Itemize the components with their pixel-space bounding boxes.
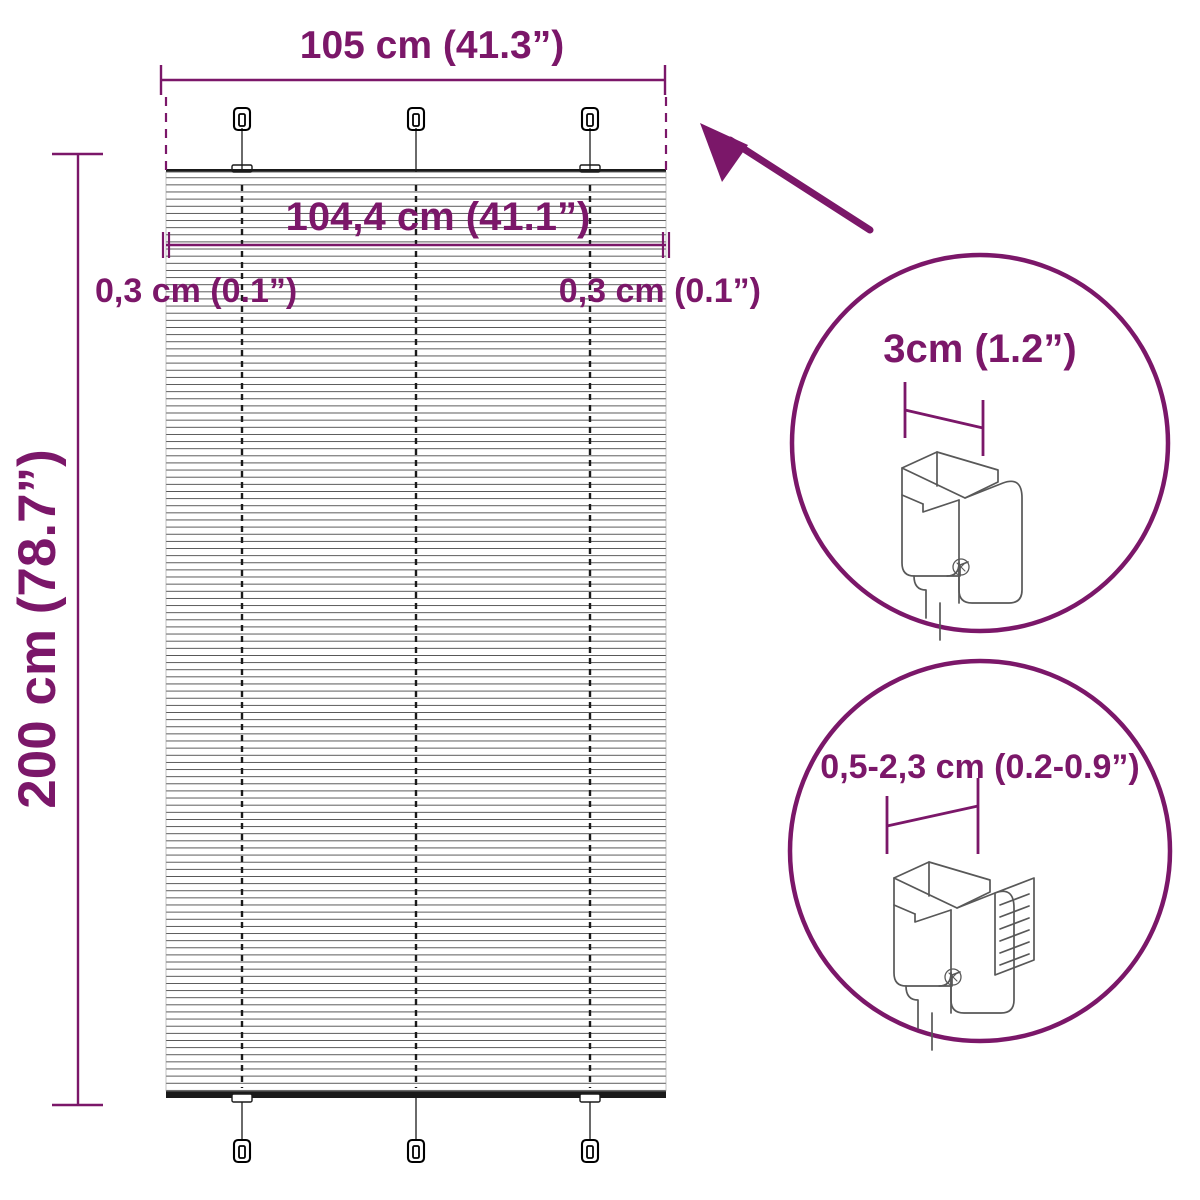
svg-text:105 cm (41.3”): 105 cm (41.3”) <box>300 24 565 67</box>
svg-text:0,3 cm (0.1”): 0,3 cm (0.1”) <box>95 272 297 310</box>
svg-text:0,3 cm (0.1”): 0,3 cm (0.1”) <box>559 272 761 310</box>
svg-text:200 cm (78.7”): 200 cm (78.7”) <box>8 449 67 808</box>
svg-text:3cm (1.2”): 3cm (1.2”) <box>883 327 1076 371</box>
svg-text:0,5-2,3 cm (0.2-0.9”): 0,5-2,3 cm (0.2-0.9”) <box>820 748 1139 786</box>
svg-text:104,4 cm (41.1”): 104,4 cm (41.1”) <box>286 195 591 239</box>
